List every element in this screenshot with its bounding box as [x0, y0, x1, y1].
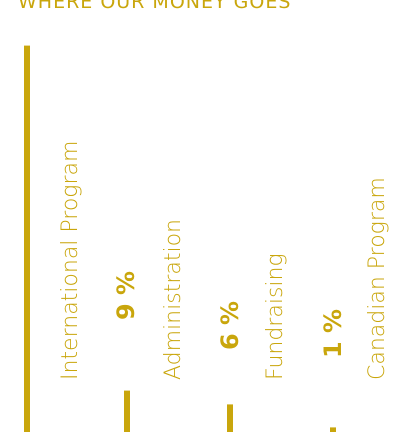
value-label: 6 % — [216, 301, 244, 350]
category-label: Administration — [161, 219, 186, 380]
bar-administration — [227, 404, 233, 432]
bar-international-program — [124, 390, 130, 432]
value-label: 1 % — [319, 309, 347, 358]
category-label: Canadian Program — [365, 177, 390, 380]
bar-canadian-program — [24, 45, 30, 432]
bar-fundraising — [330, 427, 336, 432]
labels-group: International Program 9 % Administration 6 … — [58, 141, 390, 380]
value-label: 9 % — [112, 271, 140, 320]
category-label: International Program — [58, 141, 83, 380]
category-label: Fundraising — [263, 253, 288, 380]
bars-group — [24, 45, 336, 432]
page-title: WHERE OUR MONEY GOES — [18, 0, 292, 13]
